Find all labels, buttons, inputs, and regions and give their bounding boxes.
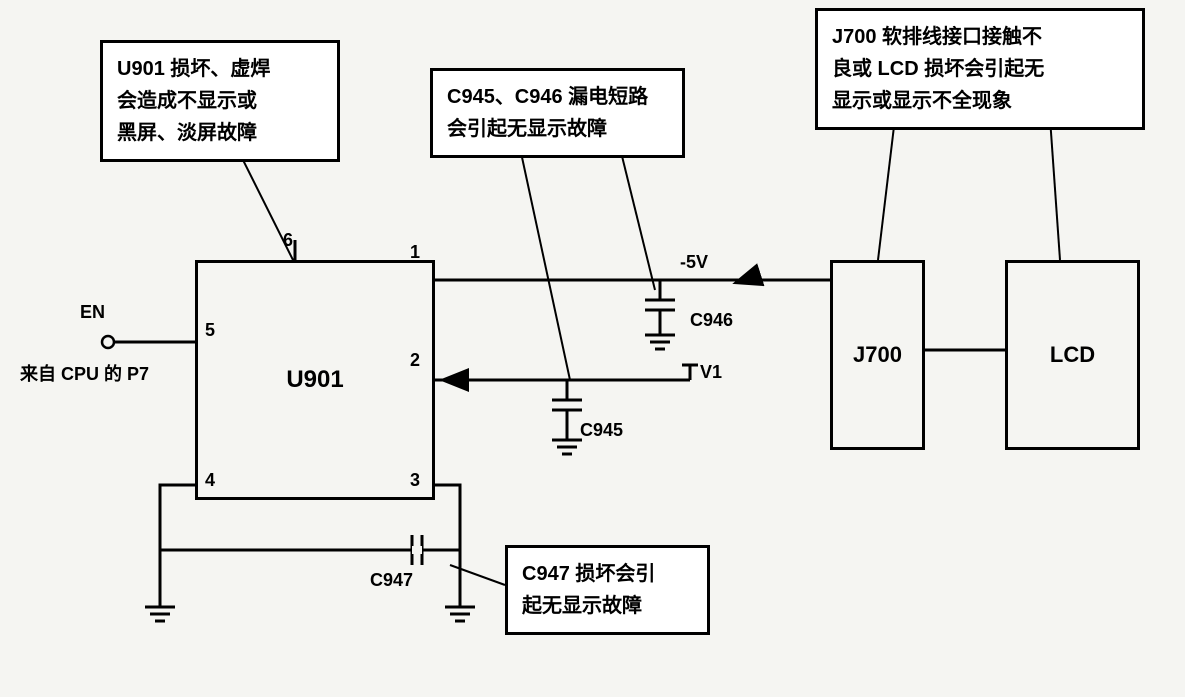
pin-3: 3	[410, 470, 420, 491]
block-j700: J700	[830, 260, 925, 450]
leader-lcd	[1050, 118, 1060, 260]
pin-5: 5	[205, 320, 215, 341]
leader-c946	[620, 148, 655, 290]
j700-label: J700	[853, 342, 902, 368]
block-u901: U901	[195, 260, 435, 500]
leader-j700	[878, 118, 895, 260]
en-source-label: 来自 CPU 的 P7	[20, 360, 149, 386]
callout-c947: C947 损坏会引 起无显示故障	[505, 545, 710, 635]
v1-label: V1	[700, 362, 722, 383]
c947-gap	[412, 546, 422, 554]
block-lcd: LCD	[1005, 260, 1140, 450]
neg5v-label: -5V	[680, 252, 708, 273]
pin-1: 1	[410, 242, 420, 263]
callout-c945-c946: C945、C946 漏电短路 会引起无显示故障	[430, 68, 685, 158]
leader-c945	[520, 148, 570, 380]
u901-label: U901	[286, 366, 343, 394]
en-terminal	[102, 336, 114, 348]
wire-u901-4-gnd	[160, 485, 195, 607]
c945-label: C945	[580, 420, 623, 441]
callout-c945-text: C945、C946 漏电短路 会引起无显示故障	[447, 86, 648, 140]
callout-u901: U901 损坏、虚焊 会造成不显示或 黑屏、淡屏故障	[100, 40, 340, 162]
en-label: EN	[80, 302, 105, 323]
pin-4: 4	[205, 470, 215, 491]
callout-u901-text: U901 损坏、虚焊 会造成不显示或 黑屏、淡屏故障	[117, 58, 270, 144]
c946-label: C946	[690, 310, 733, 331]
c947-label: C947	[370, 570, 413, 591]
pin-2: 2	[410, 350, 420, 371]
lcd-label: LCD	[1050, 342, 1095, 368]
pin-6: 6	[283, 230, 293, 251]
leader-c947	[450, 565, 505, 585]
callout-j700: J700 软排线接口接触不 良或 LCD 损坏会引起无 显示或显示不全现象	[815, 8, 1145, 130]
callout-j700-text: J700 软排线接口接触不 良或 LCD 损坏会引起无 显示或显示不全现象	[832, 26, 1044, 112]
circuit-diagram: U901 J700 LCD U901 损坏、虚焊 会造成不显示或 黑屏、淡屏故障…	[0, 0, 1185, 697]
callout-c947-text: C947 损坏会引 起无显示故障	[522, 563, 655, 617]
wire-u901-3-c947	[435, 485, 460, 607]
